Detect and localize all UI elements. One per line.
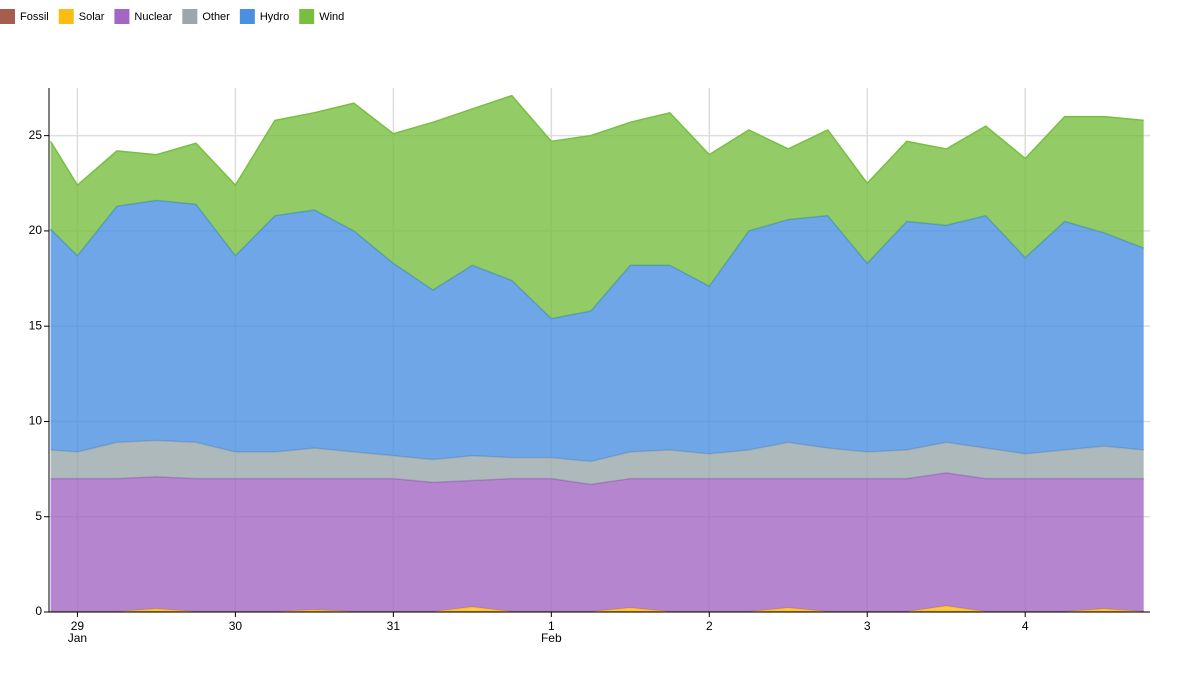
y-tick-label: 15 bbox=[29, 318, 43, 332]
y-tick-label: 0 bbox=[35, 604, 42, 618]
x-tick-label: 30 bbox=[229, 619, 243, 633]
legend-item[interactable]: Fossil bbox=[0, 9, 49, 24]
area bbox=[51, 473, 1144, 612]
x-tick-label: 31 bbox=[387, 619, 401, 633]
legend-item[interactable]: Hydro bbox=[240, 9, 289, 24]
legend-item[interactable]: Solar bbox=[59, 9, 105, 24]
legend-item[interactable]: Nuclear bbox=[114, 9, 172, 24]
legend-label: Fossil bbox=[20, 11, 49, 23]
legend-swatch bbox=[0, 9, 15, 24]
x-month-label: Feb bbox=[541, 631, 562, 645]
x-tick-label: 3 bbox=[864, 619, 871, 633]
legend-label: Wind bbox=[319, 11, 344, 23]
y-tick-label: 25 bbox=[29, 128, 43, 142]
y-tick-label: 20 bbox=[29, 223, 43, 237]
x-tick-label: 2 bbox=[706, 619, 713, 633]
legend-item[interactable]: Wind bbox=[299, 9, 344, 24]
legend-label: Other bbox=[202, 11, 230, 23]
legend-label: Hydro bbox=[260, 11, 289, 23]
legend-swatch bbox=[182, 9, 197, 24]
y-tick-label: 5 bbox=[35, 509, 42, 523]
legend-swatch bbox=[59, 9, 74, 24]
legend-swatch bbox=[240, 9, 255, 24]
legend-swatch bbox=[114, 9, 129, 24]
legend-label: Solar bbox=[79, 11, 105, 23]
legend-item[interactable]: Other bbox=[182, 9, 230, 24]
x-tick-label: 4 bbox=[1022, 619, 1029, 633]
legend-swatch bbox=[299, 9, 314, 24]
x-month-label: Jan bbox=[68, 631, 87, 645]
legend-label: Nuclear bbox=[134, 11, 172, 23]
y-tick-label: 10 bbox=[29, 414, 43, 428]
legend: Fossil Solar Nuclear Other Hydro Wind bbox=[0, 9, 344, 24]
